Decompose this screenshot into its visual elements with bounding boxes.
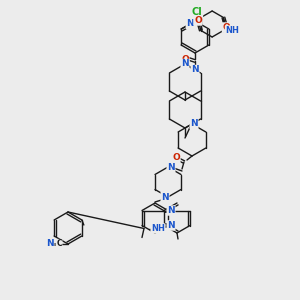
Text: N: N — [181, 59, 189, 68]
Text: N: N — [167, 163, 175, 172]
Text: N: N — [190, 119, 198, 128]
Text: NH: NH — [151, 224, 165, 233]
Text: O: O — [194, 16, 202, 25]
Text: C: C — [56, 239, 62, 248]
Text: N: N — [167, 206, 175, 215]
Text: O: O — [223, 23, 230, 32]
Text: O: O — [172, 154, 180, 163]
Text: N: N — [186, 20, 194, 28]
Text: Cl: Cl — [192, 7, 203, 17]
Text: N: N — [167, 221, 175, 230]
Text: NH: NH — [226, 26, 239, 35]
Text: N: N — [46, 239, 54, 248]
Text: N: N — [161, 193, 169, 202]
Text: O: O — [181, 55, 189, 64]
Text: N: N — [191, 65, 199, 74]
